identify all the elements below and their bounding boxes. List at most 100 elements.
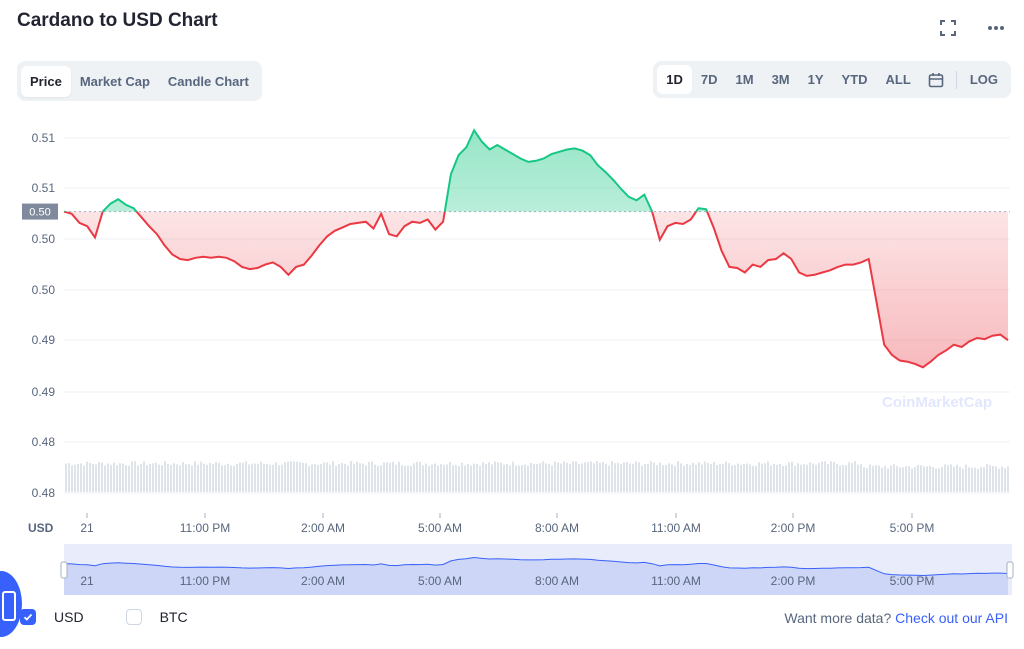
volume-bar [692,462,694,492]
navigator-x-label: 11:00 AM [651,574,701,588]
volume-bar [425,463,427,492]
volume-bar [449,462,451,492]
volume-bar [785,465,787,492]
volume-bar [575,461,577,492]
volume-bar [380,465,382,492]
volume-bar [734,465,736,492]
volume-bar [455,465,457,492]
volume-bar [752,465,754,492]
volume-bar [404,465,406,492]
divider [955,70,957,89]
navigator-x-label: 2:00 AM [301,574,345,588]
volume-bar [698,462,700,492]
volume-bar [965,464,967,492]
range-all[interactable]: ALL [885,72,911,87]
watermark: CoinMarketCap [882,394,992,411]
volume-bar [443,464,445,492]
volume-bar [335,465,337,492]
volume-bar [776,464,778,492]
volume-bar [869,464,871,492]
volume-bar [383,462,385,492]
volume-bar [980,467,982,492]
volume-bar [812,463,814,492]
volume-bar [314,464,316,492]
volume-bar [197,464,199,492]
volume-bar [125,465,127,492]
volume-bar [398,461,400,492]
log-scale-toggle[interactable]: LOG [969,72,998,87]
volume-bar [158,464,160,492]
volume-bar [656,465,658,492]
volume-bar [278,465,280,492]
volume-bar [707,463,709,492]
side-widget-icon[interactable] [0,571,22,637]
volume-bar [323,462,325,492]
volume-bar [683,465,685,492]
volume-bar [920,465,922,492]
volume-bar [440,464,442,492]
volume-bar [944,464,946,492]
range-navigator[interactable]: 21 11:00 PM 2:00 AM 5:00 AM 8:00 AM 11:00 AM 2… [60,544,1014,595]
volume-bar [524,464,526,492]
tab-market-cap[interactable]: Market Cap [79,73,150,89]
y-tick-label: 0.48 [32,435,56,449]
x-tick-label: 11:00 AM [651,521,701,535]
volume-bar [206,464,208,492]
volume-bar [743,463,745,492]
volume-bar [293,461,295,492]
volume-bar [608,465,610,492]
volume-bar [932,467,934,492]
volume-bar [104,465,106,492]
volume-bar [419,461,421,492]
volume-bar [914,467,916,492]
range-ytd[interactable]: YTD [841,72,868,87]
volume-bar [563,461,565,492]
range-1m[interactable]: 1M [735,72,754,87]
api-link[interactable]: Check out our API [895,610,1008,626]
range-3m[interactable]: 3M [771,72,790,87]
volume-bar [581,463,583,492]
volume-bar [290,461,292,492]
chart-actions [938,18,1006,38]
y-tick-label: 0.50 [32,283,56,297]
volume-bar [659,462,661,492]
volume-bar [140,463,142,492]
volume-bar [146,465,148,492]
volume-bar [77,463,79,492]
volume-bar [311,464,313,492]
volume-bar [713,461,715,492]
volume-bar [212,463,214,492]
volume-bar [953,466,955,492]
volume-bar [539,463,541,492]
volume-bar [758,462,760,492]
range-1y[interactable]: 1Y [807,72,824,87]
range-1d[interactable]: 1D [657,65,692,94]
y-tick-label: 0.48 [32,486,56,500]
volume-bar [800,464,802,492]
volume-bar [275,462,277,492]
volume-bar [890,465,892,492]
tab-price[interactable]: Price [21,65,71,97]
usd-checkbox[interactable] [20,609,36,625]
btc-checkbox[interactable] [125,609,142,625]
volume-bar [521,465,523,492]
tab-candle-chart[interactable]: Candle Chart [167,73,249,89]
volume-bar [671,464,673,492]
volume-bar [149,463,151,492]
volume-bar [929,465,931,492]
calendar-icon[interactable] [920,67,952,93]
volume-bar [182,462,184,492]
volume-bar [617,462,619,492]
fullscreen-icon[interactable] [938,18,958,38]
more-horizontal-icon[interactable] [986,18,1006,38]
volume-bar [191,465,193,492]
volume-bar [101,462,103,492]
range-7d[interactable]: 7D [700,72,718,87]
currency-toggles: USD BTC [20,609,230,625]
volume-bar [761,463,763,492]
volume-bar [803,464,805,492]
volume-bar [557,462,559,492]
volume-bar [806,464,808,492]
volume-bar [665,464,667,492]
volume-bar [71,465,73,492]
